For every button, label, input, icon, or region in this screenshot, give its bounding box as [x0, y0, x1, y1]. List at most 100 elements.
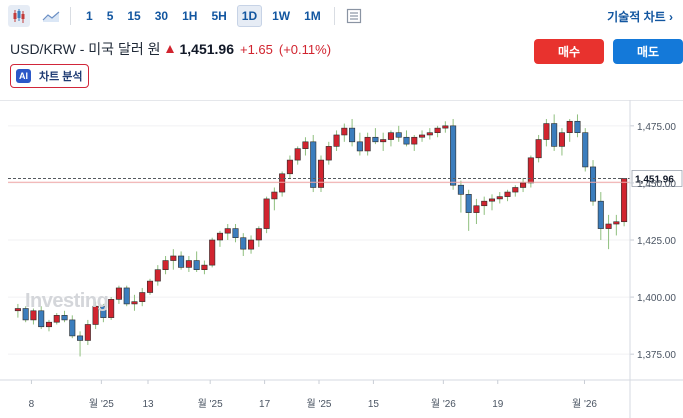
price-chart[interactable]: 1,451.96 1,475.00 1,450.00 1,425.00 1,400.0…: [0, 100, 683, 418]
price-change-percent: (+0.11%): [278, 42, 332, 57]
candle-down: [193, 260, 200, 270]
last-price: 1,451.96: [179, 41, 234, 57]
candle-down: [551, 123, 558, 147]
candle-up: [621, 178, 628, 223]
x-tick-label: 15: [368, 399, 380, 410]
candle-down: [232, 228, 239, 239]
candle-up: [255, 228, 262, 241]
candle-down: [69, 319, 76, 337]
buy-button[interactable]: 매수: [534, 39, 604, 64]
candle-down: [77, 335, 84, 341]
timeframe-1m[interactable]: 1: [86, 8, 93, 23]
last-price-tag: [631, 170, 683, 187]
candle-down: [61, 315, 68, 321]
candle-up: [131, 301, 138, 305]
candle-up: [527, 157, 534, 184]
chart-toolbar: 1 5 15 30 1H 5H 1D 1W 1M 기술적 차트 ›: [0, 0, 683, 31]
candle-down: [465, 194, 472, 213]
x-tick-label: 월 '25: [198, 398, 223, 410]
candle-down: [457, 184, 464, 195]
candle-up: [317, 159, 325, 188]
candle-down: [590, 166, 597, 202]
technical-chart-link[interactable]: 기술적 차트 ›: [607, 10, 673, 24]
candle-up: [224, 228, 231, 234]
candle-down: [178, 255, 185, 268]
candle-up: [613, 221, 620, 225]
candle-up: [411, 136, 418, 145]
x-tick-label: 17: [259, 399, 271, 410]
investing-watermark: Investing: [25, 290, 109, 312]
candle-up: [154, 269, 161, 282]
timeframe-1w[interactable]: 1W: [272, 8, 291, 23]
candle-up: [419, 134, 426, 138]
timeframe-15m[interactable]: 15: [127, 8, 141, 23]
candle-up: [271, 191, 278, 200]
candle-up: [566, 120, 573, 133]
candle-up: [294, 148, 301, 161]
candle-up: [605, 223, 612, 229]
candle-up: [302, 141, 309, 149]
x-tick-label: 월 '25: [89, 398, 114, 410]
candle-up: [115, 287, 122, 300]
timeframe-5m[interactable]: 5: [106, 8, 114, 23]
table-view-icon[interactable]: [343, 5, 365, 27]
y-tick-label: 1,375.00: [637, 350, 676, 361]
ai-badge-icon: AI: [16, 69, 31, 83]
last-price-label: 1,451.96: [635, 174, 674, 185]
instrument-name: USD/KRW - 미국 달러 원: [10, 41, 161, 57]
candle-down: [372, 136, 379, 143]
timeframe-1d[interactable]: 1D: [236, 4, 263, 27]
timeframe-1h[interactable]: 1H: [182, 8, 198, 23]
candle-down: [582, 132, 589, 168]
candle-up: [504, 191, 511, 197]
candle-up: [558, 132, 565, 147]
timeframe-5h[interactable]: 5H: [211, 8, 227, 23]
x-tick-label: 8: [29, 399, 35, 410]
candle-down: [22, 308, 29, 321]
candlestick-chart-icon[interactable]: [8, 4, 30, 27]
x-tick-label: 13: [142, 399, 154, 410]
candle-up: [496, 196, 503, 200]
candle-up: [209, 239, 216, 266]
candle-up: [53, 315, 60, 323]
y-tick-label: 1,450.00: [637, 179, 676, 190]
candle-up: [364, 136, 371, 152]
candle-up: [473, 205, 480, 213]
candle-up: [520, 182, 527, 188]
candle-up: [325, 146, 332, 161]
ai-chart-analysis-button[interactable]: AI 차트 분석: [10, 64, 89, 88]
candle-up: [162, 260, 169, 270]
candle-down: [349, 127, 356, 143]
y-tick-label: 1,425.00: [637, 236, 676, 247]
timeframe-30m[interactable]: 30: [154, 8, 169, 23]
timeframe-1mo[interactable]: 1M: [304, 8, 321, 23]
x-tick-label: 월 '26: [431, 398, 456, 410]
candle-up: [426, 132, 433, 136]
toolbar-divider: [333, 6, 335, 25]
x-tick-label: 월 '25: [306, 398, 331, 410]
candle-down: [123, 287, 130, 305]
candle-down: [395, 132, 402, 138]
candle-down: [597, 200, 604, 229]
x-tick-label: 월 '26: [572, 398, 597, 410]
candle-down: [240, 237, 247, 250]
price-change: +1.65: [239, 42, 273, 57]
candle-down: [403, 136, 410, 145]
header-divider: [0, 100, 683, 101]
candle-up: [170, 255, 177, 261]
candle-up: [92, 305, 99, 325]
candle-up: [84, 324, 91, 341]
candle-down: [574, 120, 581, 133]
y-tick-label: 1,475.00: [637, 122, 676, 133]
sell-button[interactable]: 매도: [613, 39, 683, 64]
candle-up: [248, 239, 255, 250]
candle-up: [380, 139, 387, 143]
candle-up: [14, 308, 21, 312]
candle-down: [38, 310, 45, 328]
candle-down: [310, 141, 317, 188]
area-chart-icon[interactable]: [40, 5, 62, 27]
toolbar-divider: [70, 6, 71, 25]
candle-up: [108, 299, 115, 318]
candle-up: [535, 139, 542, 159]
candle-down: [450, 125, 457, 186]
